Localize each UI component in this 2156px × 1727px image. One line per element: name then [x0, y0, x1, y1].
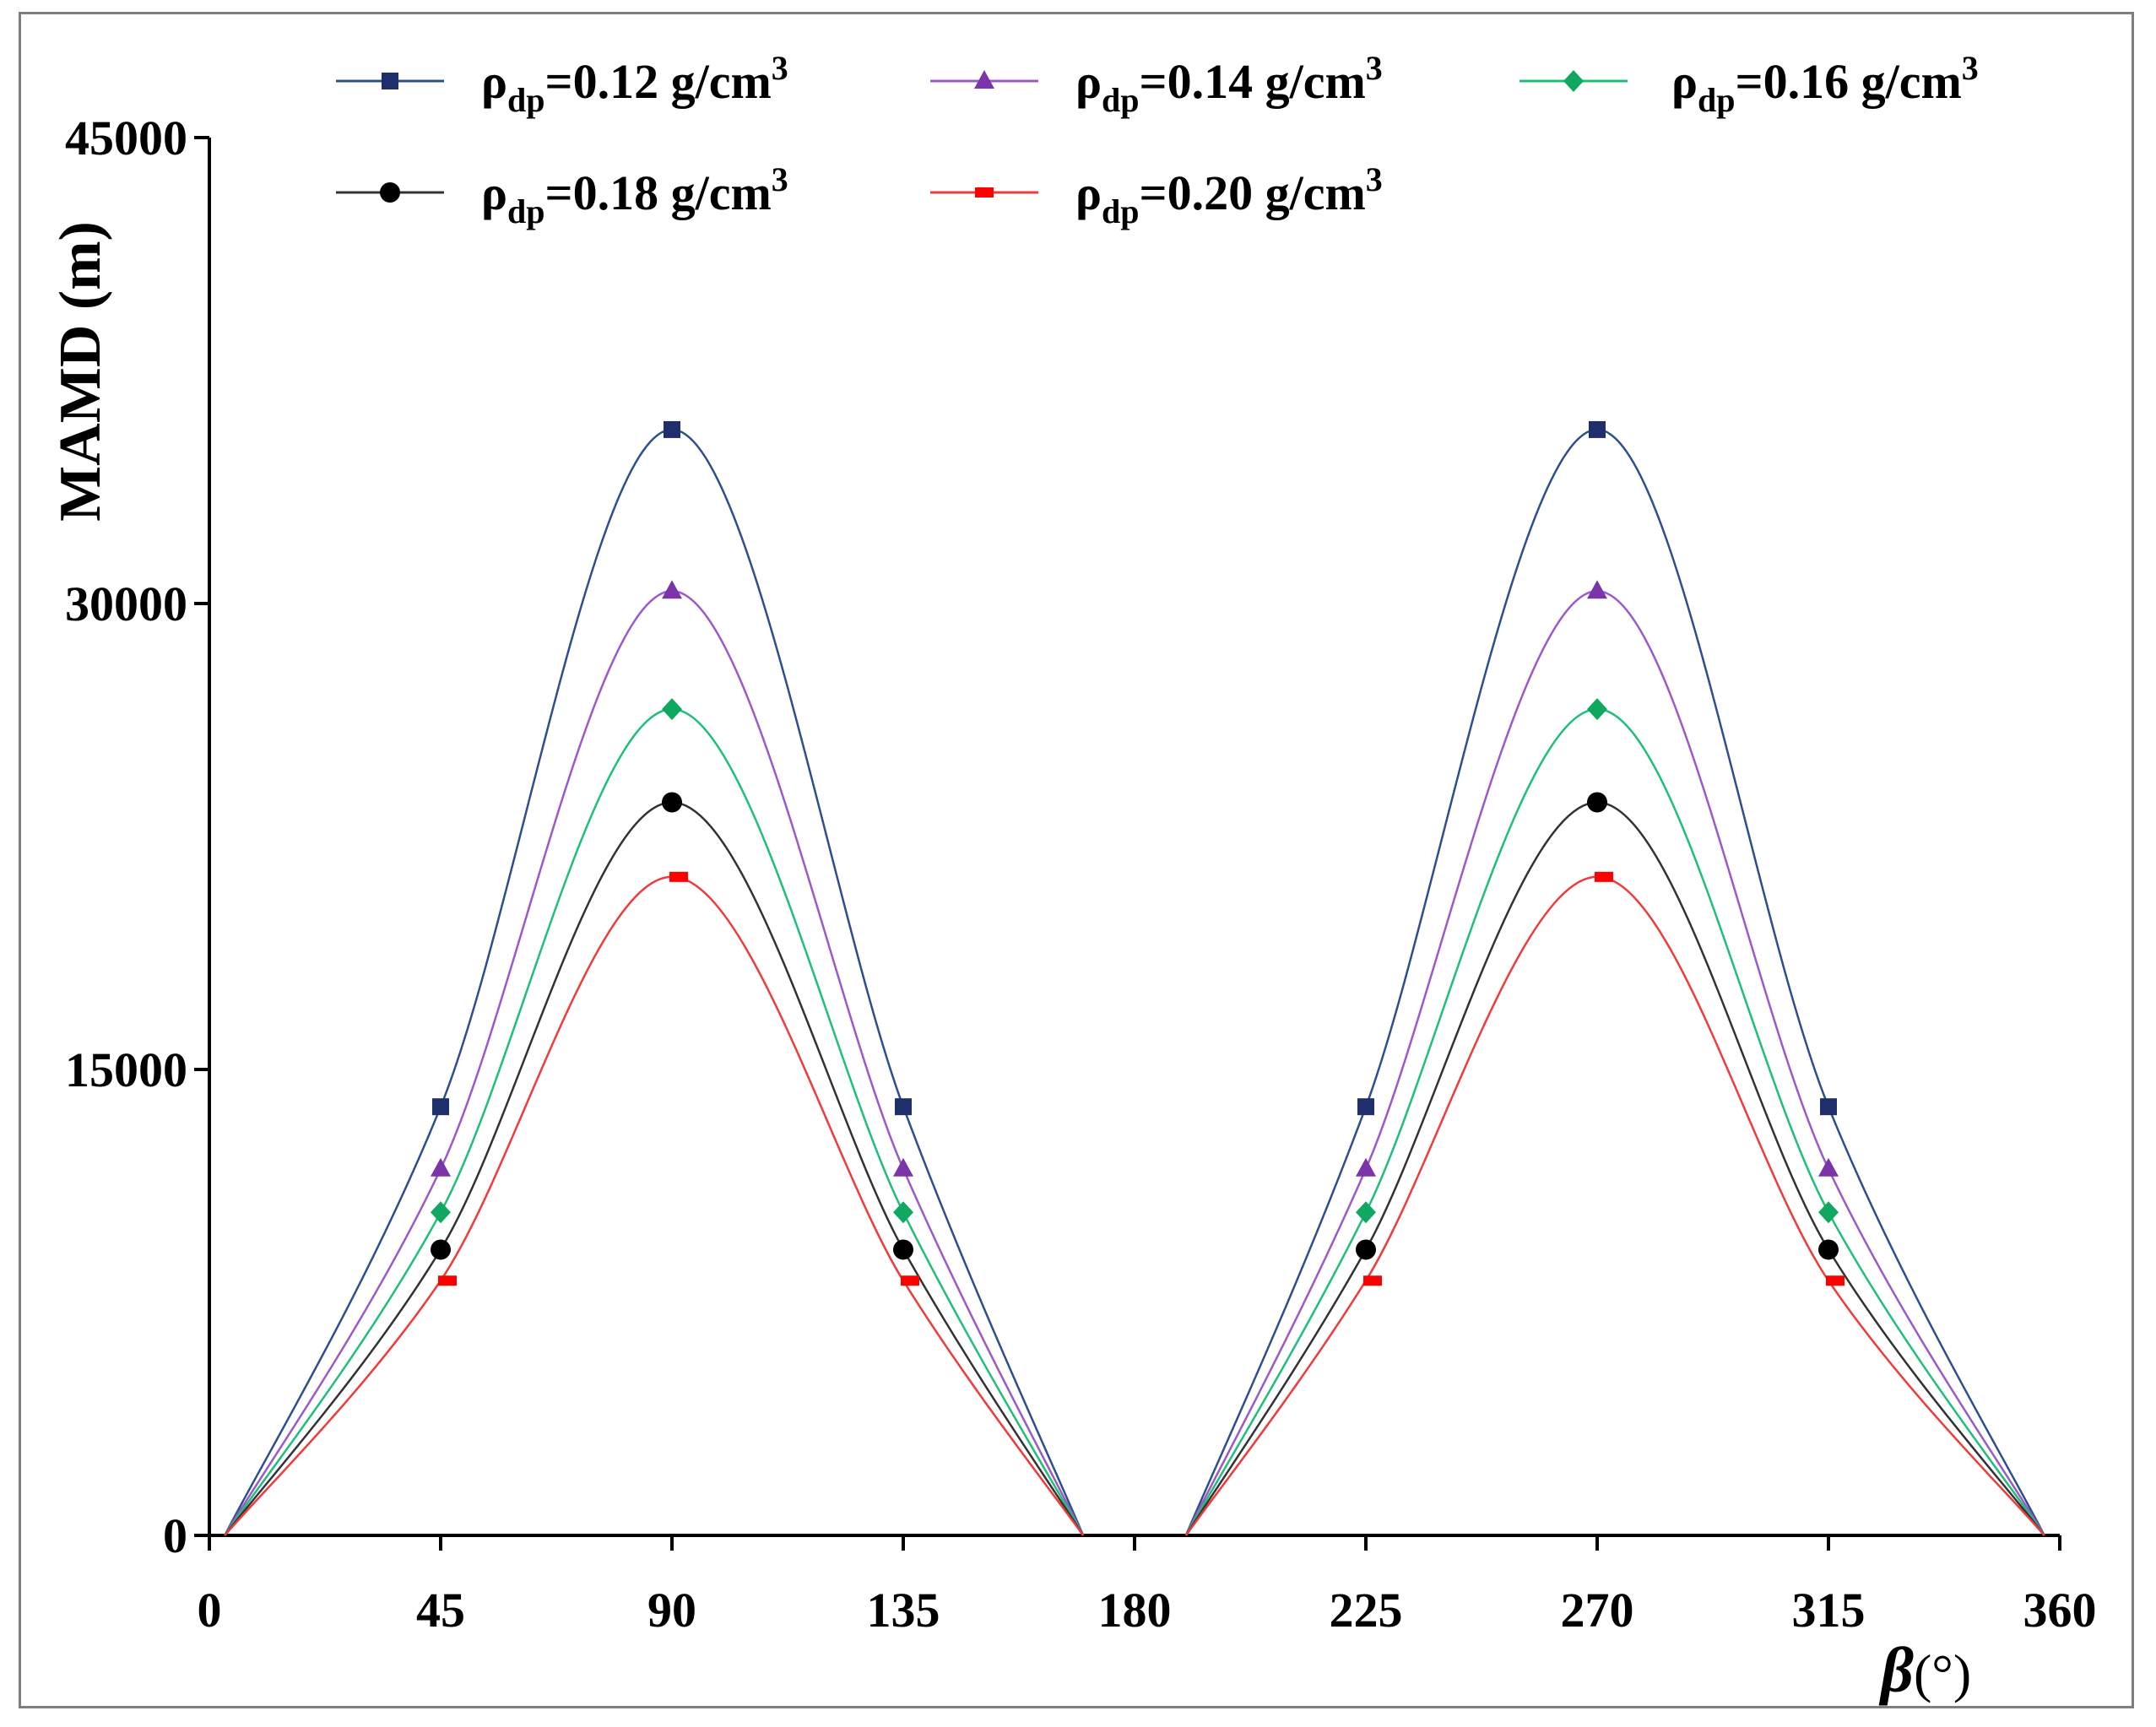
series-line-4-left: [224, 801, 1085, 1536]
data-point-s4: [1818, 1239, 1839, 1260]
data-point-s2: [893, 1157, 913, 1177]
y-tick-label: 15000: [65, 1042, 187, 1097]
legend-marker-2: [974, 70, 994, 89]
series-line-5-left: [224, 875, 1085, 1536]
legend-marker-1: [382, 73, 398, 89]
data-point-s3: [1587, 698, 1607, 721]
x-tick-label: 360: [2023, 1583, 2097, 1638]
x-axis-title: β(°): [1878, 1635, 1971, 1706]
data-point-s2: [431, 1157, 451, 1177]
series-curves: [224, 428, 2045, 1536]
x-axis-symbol: β: [1878, 1635, 1914, 1706]
data-point-s3: [1356, 1201, 1376, 1224]
data-point-s1: [432, 1098, 449, 1116]
series-line-4-right: [1184, 801, 2045, 1536]
data-point-s1: [1589, 420, 1606, 438]
x-tick-label: 45: [416, 1583, 465, 1638]
data-point-s3: [662, 698, 682, 721]
data-point-s3: [1818, 1201, 1839, 1224]
series-line-1-right: [1184, 428, 2045, 1536]
x-tick-label: 0: [198, 1583, 222, 1638]
y-tick-label: 30000: [65, 577, 187, 631]
legend-label-3: ρdp=0.16 g/cm3: [1671, 49, 1979, 119]
series-markers: [431, 420, 1845, 1286]
data-point-s5: [1363, 1275, 1382, 1286]
data-point-s5: [1826, 1275, 1845, 1286]
data-point-s2: [1587, 580, 1607, 599]
series-line-3-right: [1184, 707, 2045, 1536]
legend: ρdp=0.12 g/cm3 ρdp=0.14 g/cm3 ρdp=0.16 g/c…: [336, 49, 1979, 230]
series-line-3-left: [224, 707, 1085, 1536]
series-line-1-left: [224, 428, 1085, 1536]
data-point-s5: [438, 1275, 457, 1286]
data-point-s1: [1357, 1098, 1374, 1116]
data-point-s4: [662, 792, 682, 813]
x-tick-label: 225: [1330, 1583, 1403, 1638]
legend-label-1: ρdp=0.12 g/cm3: [481, 49, 788, 119]
x-tick-label: 180: [1098, 1583, 1172, 1638]
data-point-s2: [1356, 1157, 1376, 1177]
data-point-s1: [895, 1098, 912, 1116]
series-line-5-right: [1184, 875, 2045, 1536]
chart-frame: [19, 12, 2134, 1708]
y-tick-label: 0: [163, 1508, 187, 1563]
data-point-s4: [431, 1239, 451, 1260]
data-point-s3: [431, 1201, 451, 1224]
x-tick-label: 90: [647, 1583, 696, 1638]
data-point-s4: [1587, 792, 1607, 813]
data-point-s4: [893, 1239, 913, 1260]
y-tick-label: 45000: [65, 111, 187, 165]
legend-marker-3: [1563, 70, 1584, 92]
legend-label-2: ρdp=0.14 g/cm3: [1075, 49, 1383, 119]
y-axis-title: MAMD (m): [48, 221, 113, 522]
legend-marker-5: [975, 187, 994, 198]
data-point-s1: [1820, 1098, 1837, 1116]
axes: 0 45 90 135 180 225 270 315 360 0 15000 30000 45000: [65, 111, 2097, 1638]
legend-label-4: ρdp=0.18 g/cm3: [481, 160, 788, 230]
data-point-s4: [1356, 1239, 1376, 1260]
legend-label-5: ρdp=0.20 g/cm3: [1075, 160, 1383, 230]
x-tick-label: 315: [1792, 1583, 1866, 1638]
data-point-s3: [893, 1201, 913, 1224]
data-point-s5: [669, 871, 688, 882]
data-point-s1: [664, 420, 680, 438]
data-point-s5: [901, 1275, 919, 1286]
data-point-s2: [662, 580, 682, 599]
x-tick-label: 270: [1561, 1583, 1634, 1638]
x-tick-label: 135: [867, 1583, 940, 1638]
data-point-s2: [1818, 1157, 1839, 1177]
x-axis-unit: (°): [1914, 1643, 1971, 1703]
data-point-s5: [1595, 871, 1613, 882]
legend-marker-4: [380, 182, 400, 203]
